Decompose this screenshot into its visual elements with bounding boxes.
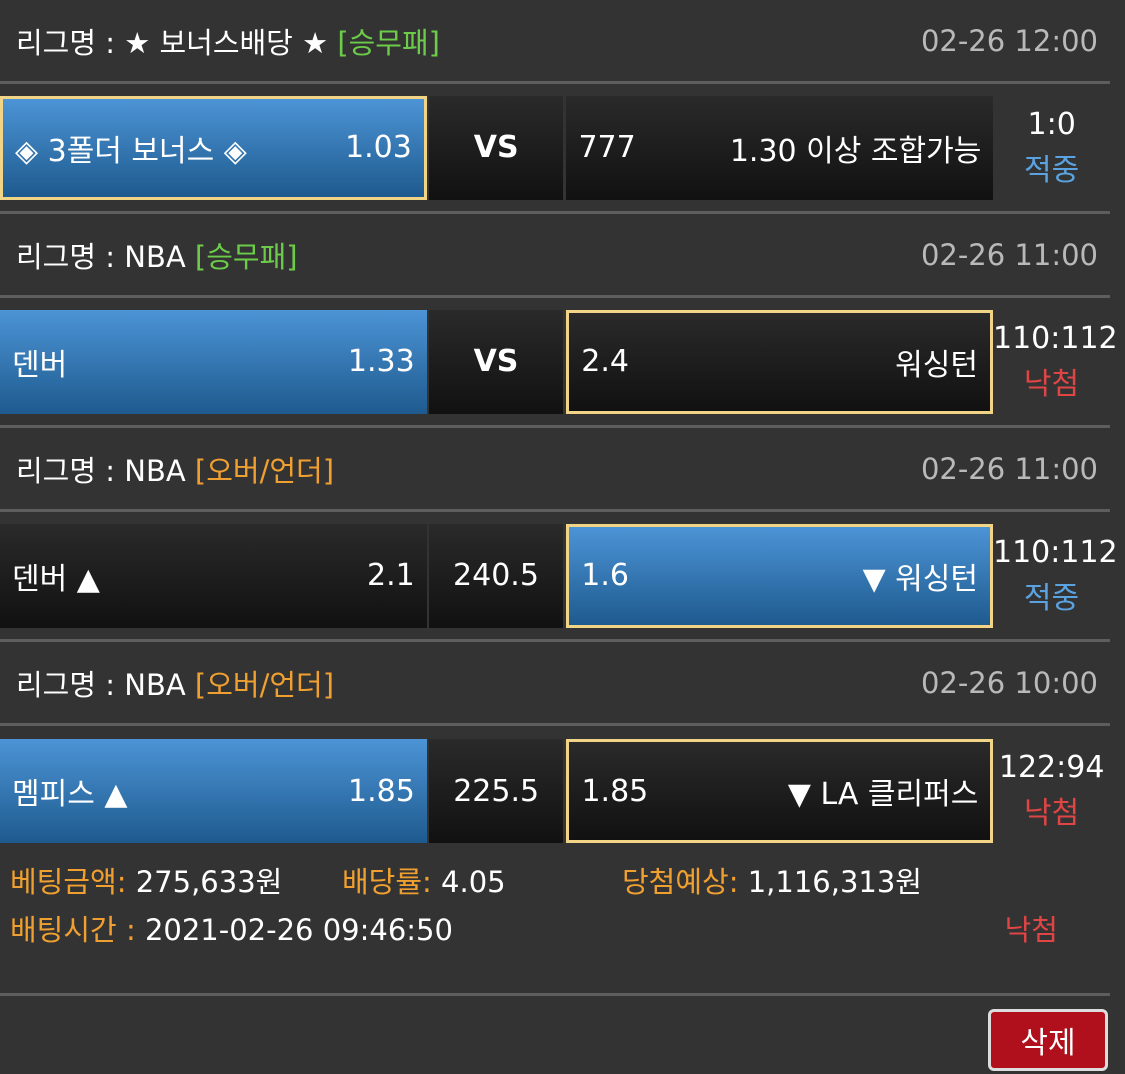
league-name: 리그명 : ★ 보너스배당 ★: [16, 25, 329, 60]
game-row: 덴버 1.33 VS 2.4 워싱턴 110:112 낙첨: [0, 298, 1118, 428]
bet-type: [승무패]: [337, 25, 440, 60]
result-status: 낙첨: [1023, 366, 1080, 402]
bet-summary: 베팅금액: 275,633원 배당률: 4.05 당첨예상: 1,116,313…: [0, 856, 1110, 996]
away-team: ▼ LA 클리퍼스: [787, 777, 979, 812]
score: 110:112: [992, 534, 1118, 570]
bet-type: [오버/언더]: [194, 667, 335, 702]
home-team: ◈ 3폴더 보너스 ◈: [15, 133, 247, 169]
league-name: 리그명 : NBA: [16, 667, 186, 702]
league-name: 리그명 : NBA: [16, 239, 186, 274]
home-option[interactable]: 덴버 1.33: [0, 309, 427, 414]
draw-option[interactable]: VS: [428, 309, 564, 414]
odds-rate: 4.05: [441, 865, 506, 899]
over-option[interactable]: 멤피스 ▲ 1.85: [0, 739, 427, 843]
away-odds: 1.6: [581, 558, 629, 593]
away-odds: 1.85: [581, 773, 649, 809]
game-time: 02-26 12:00: [920, 23, 1098, 58]
away-team: 워싱턴: [895, 347, 978, 383]
home-team: 덴버 ▲: [12, 561, 100, 597]
result-status: 적중: [1024, 152, 1080, 188]
home-odds: 1.03: [345, 130, 412, 165]
result-status: 적중: [1023, 580, 1080, 616]
result-status: 낙첨: [1024, 796, 1080, 831]
delete-button[interactable]: 삭제: [988, 1009, 1108, 1071]
bet-time: 2021-02-26 09:46:50: [144, 913, 453, 947]
time-label: 배팅시간 :: [10, 913, 136, 947]
game-time: 02-26 10:00: [920, 665, 1098, 700]
expected-label: 당첨예상:: [622, 865, 739, 899]
home-team: 멤피스 ▲: [12, 777, 128, 812]
draw-option[interactable]: VS: [428, 95, 564, 200]
game-header: 리그명 : NBA [오버/언더] 02-26 11:00: [0, 428, 1110, 512]
amount-label: 베팅금액:: [10, 865, 127, 899]
league-name: 리그명 : NBA: [16, 453, 186, 488]
score: 110:112: [992, 320, 1118, 356]
game-row: ◈ 3폴더 보너스 ◈ 1.03 VS 777 1.30 이상 조합가능 1:0 적중: [0, 84, 1110, 214]
home-team: 덴버: [12, 347, 68, 383]
away-team: 1.30 이상 조합가능: [729, 133, 982, 169]
home-odds: 1.33: [347, 344, 415, 379]
handicap-line: 240.5: [428, 523, 564, 628]
game-header: 리그명 : NBA [승무패] 02-26 11:00: [0, 214, 1110, 298]
over-option[interactable]: 덴버 ▲ 2.1: [0, 523, 427, 628]
away-odds: 777: [578, 130, 636, 165]
game-header: 리그명 : ★ 보너스배당 ★ [승무패] 02-26 12:00: [0, 0, 1110, 84]
away-odds: 2.4: [581, 344, 629, 379]
game-row: 멤피스 ▲ 1.85 225.5 1.85 ▼ LA 클리퍼스 122:94 낙첨: [0, 726, 1110, 856]
game-row: 덴버 ▲ 2.1 240.5 1.6 ▼ 워싱턴 110:112 적중: [0, 512, 1118, 642]
overall-result: 낙첨: [1004, 913, 1058, 947]
under-option[interactable]: 1.85 ▼ LA 클리퍼스: [566, 739, 994, 843]
expected-win: 1,116,313원: [747, 865, 922, 899]
score: 1:0: [1027, 106, 1076, 142]
game-time: 02-26 11:00: [920, 237, 1098, 272]
away-option[interactable]: 2.4 워싱턴: [566, 309, 993, 414]
bet-amount: 275,633원: [135, 865, 283, 899]
game-header: 리그명 : NBA [오버/언더] 02-26 10:00: [0, 642, 1110, 726]
handicap-line: 225.5: [428, 739, 564, 843]
away-option[interactable]: 777 1.30 이상 조합가능: [566, 95, 994, 200]
home-odds: 1.85: [348, 773, 415, 809]
away-team: ▼ 워싱턴: [862, 561, 978, 597]
home-option[interactable]: ◈ 3폴더 보너스 ◈ 1.03: [0, 95, 427, 200]
score: 122:94: [998, 750, 1105, 785]
bet-type: [승무패]: [194, 239, 298, 274]
rate-label: 배당률:: [342, 865, 432, 899]
home-odds: 2.1: [366, 558, 415, 593]
game-time: 02-26 11:00: [920, 451, 1098, 486]
bet-type: [오버/언더]: [194, 453, 335, 488]
under-option[interactable]: 1.6 ▼ 워싱턴: [566, 523, 993, 628]
